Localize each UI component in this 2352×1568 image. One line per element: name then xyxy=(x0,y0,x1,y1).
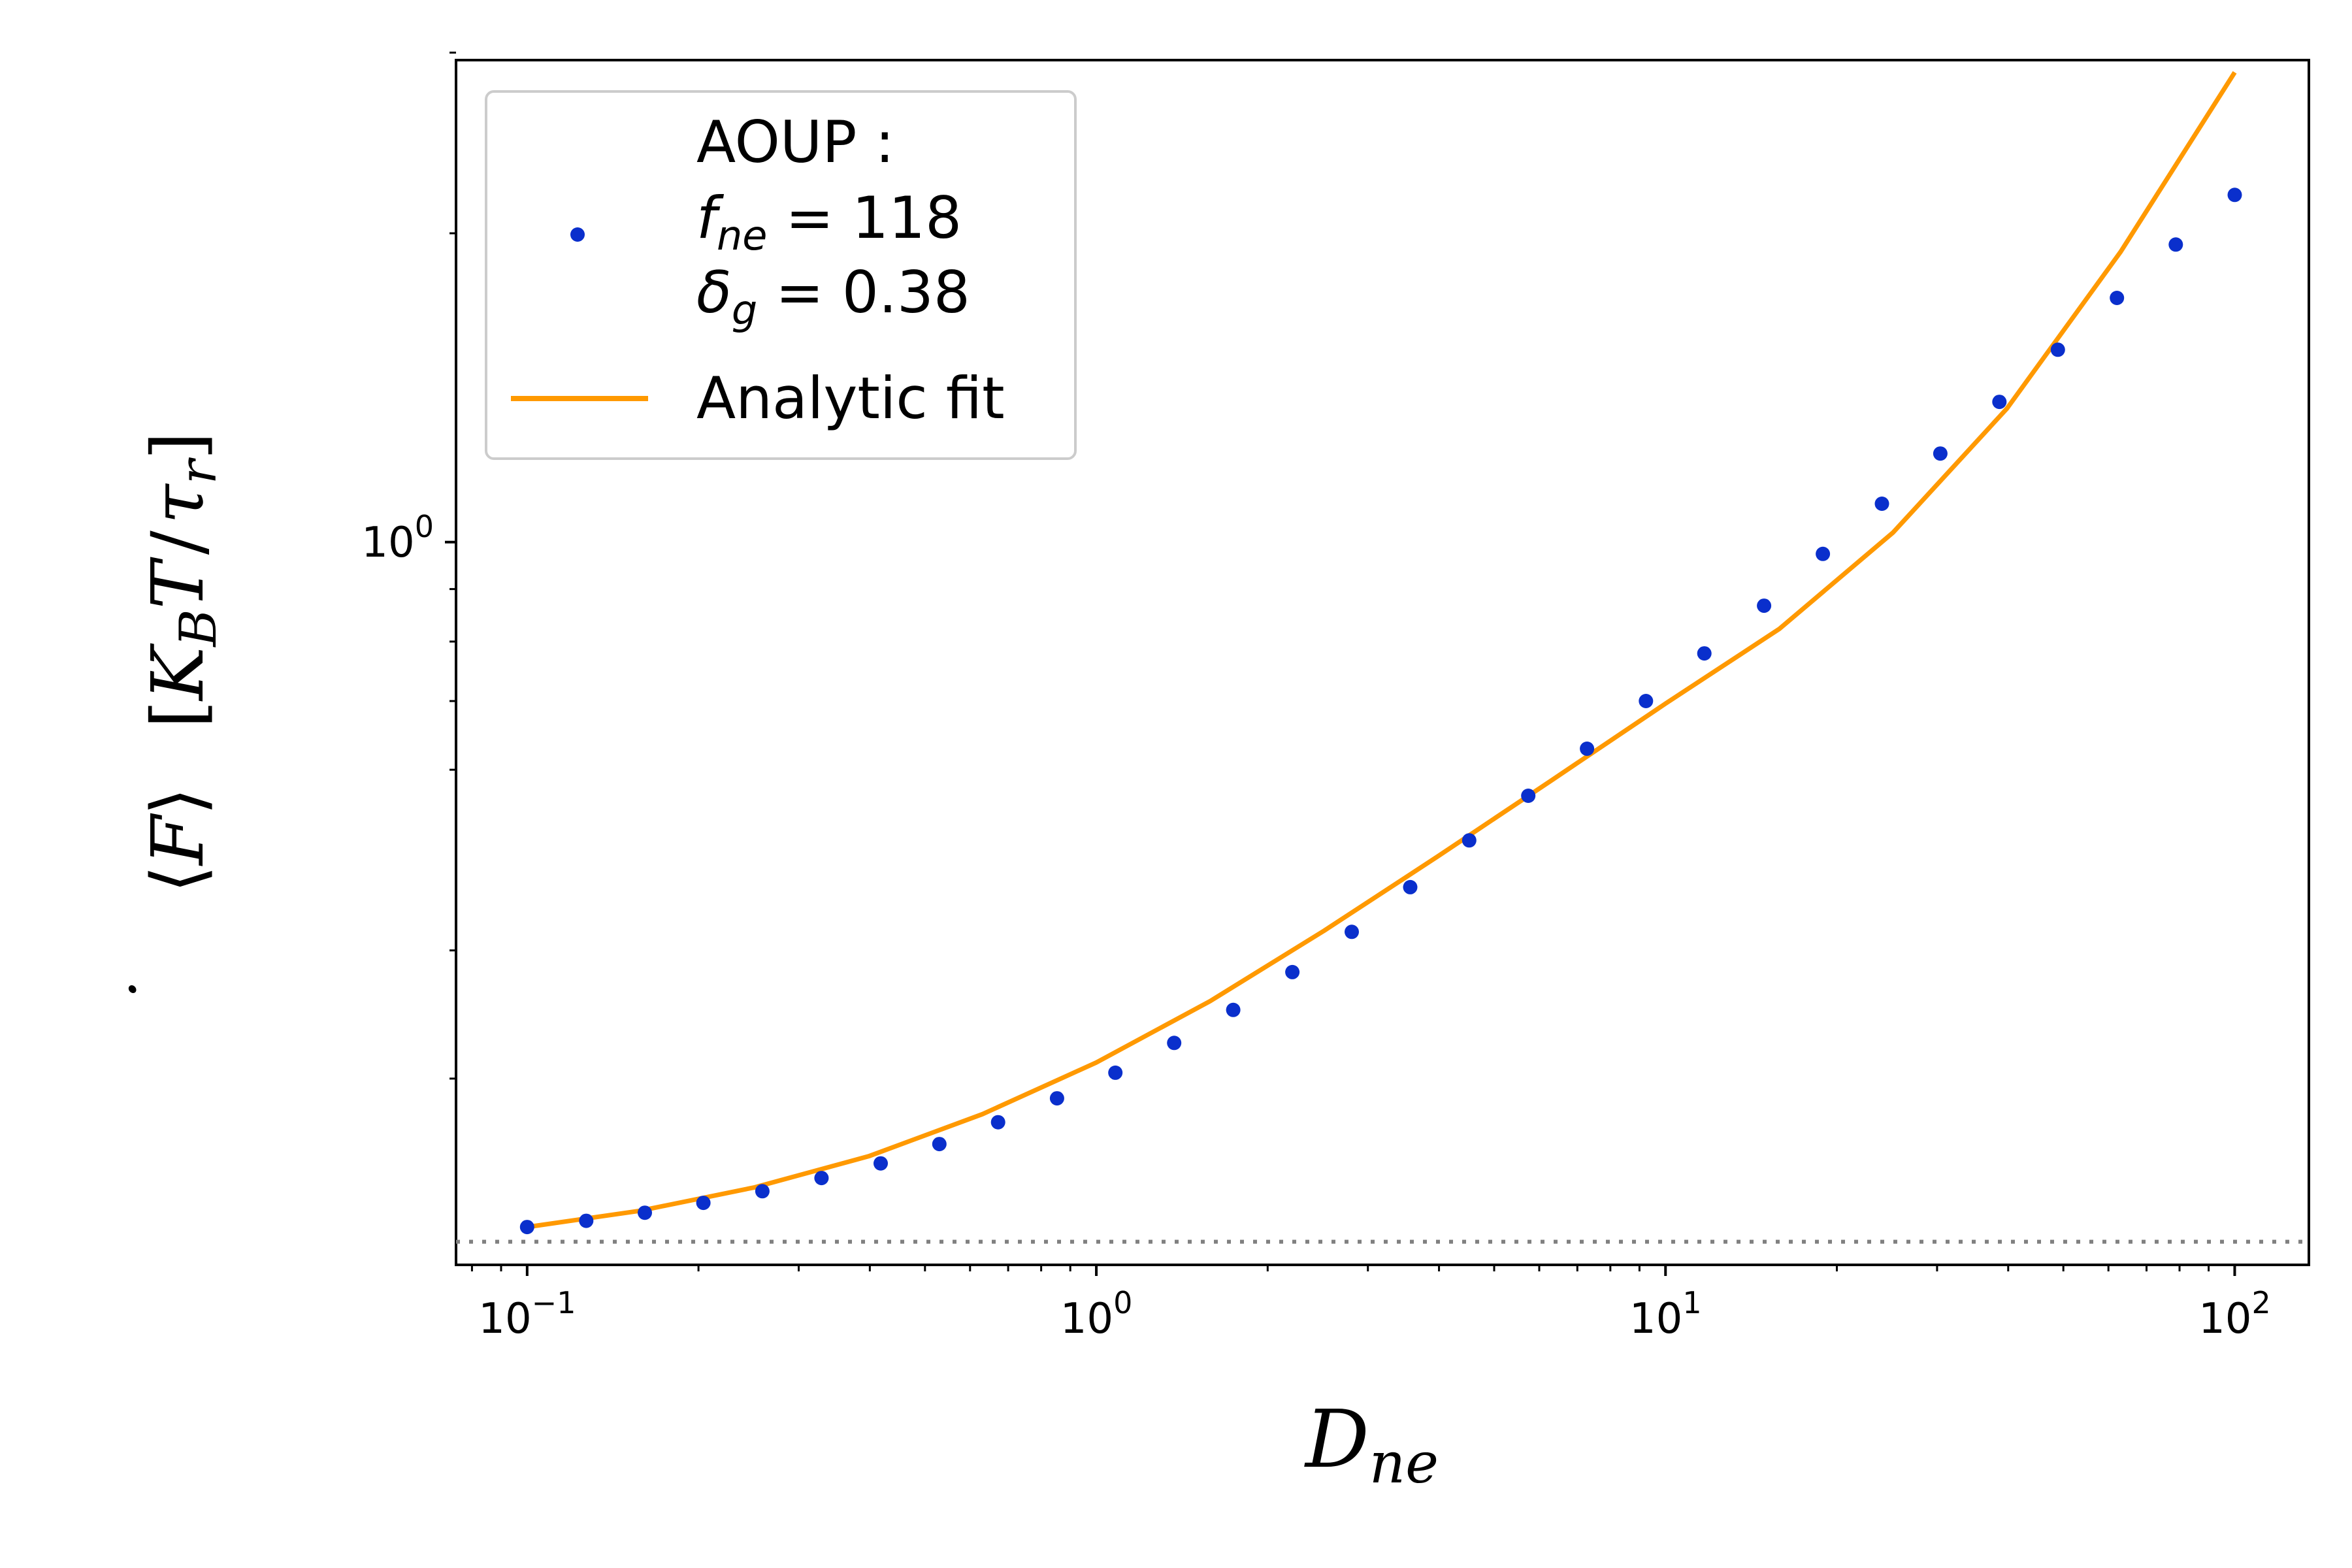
x-tick-label: 100 xyxy=(1060,1285,1133,1343)
data-point xyxy=(2110,291,2125,305)
data-point xyxy=(1226,1002,1241,1017)
data-point xyxy=(932,1137,947,1152)
data-point xyxy=(1108,1065,1123,1080)
data-point xyxy=(2227,188,2242,203)
svg-text:⟨F⟩[KBT/τr]: ⟨F⟩[KBT/τr] xyxy=(136,432,228,893)
data-point xyxy=(755,1184,770,1199)
data-point xyxy=(874,1156,888,1171)
data-point xyxy=(2050,342,2065,357)
legend-marker-aoup xyxy=(570,227,585,242)
data-point xyxy=(638,1205,652,1220)
y-axis-title: ⟨F⟩[KBT/τr] · xyxy=(99,432,228,998)
data-point xyxy=(696,1196,711,1211)
data-point xyxy=(1285,964,1300,979)
data-point xyxy=(1639,694,1654,708)
legend-label-aoup-line3: δg = 0.38 xyxy=(696,259,970,334)
data-point xyxy=(1874,497,1889,511)
data-point xyxy=(1992,395,2007,410)
data-point xyxy=(1049,1091,1064,1106)
analytic-fit-layer xyxy=(527,71,2237,1230)
data-point xyxy=(1757,598,1772,613)
x-tick-label: 101 xyxy=(1629,1285,1702,1343)
analytic-fit-line xyxy=(527,71,2237,1230)
data-points-layer xyxy=(519,188,2242,1235)
y-ticks-layer: 100 xyxy=(361,52,456,1080)
legend-label-aoup-line1: AOUP : xyxy=(696,108,894,176)
data-point xyxy=(1167,1036,1182,1051)
data-point xyxy=(1933,446,1948,461)
x-ticks-layer: 10−1 100 101 102 xyxy=(470,1265,2271,1343)
plot-frame xyxy=(455,59,2310,1266)
x-tick-label: 102 xyxy=(2198,1285,2271,1343)
data-point xyxy=(1816,546,1831,561)
data-point xyxy=(2168,237,2183,252)
data-point xyxy=(1697,646,1712,661)
data-point xyxy=(579,1213,594,1228)
legend-label-fit: Analytic fit xyxy=(696,365,1005,432)
data-point xyxy=(990,1115,1005,1130)
data-point xyxy=(519,1220,534,1235)
data-point xyxy=(1345,924,1359,939)
data-point xyxy=(1403,879,1418,894)
x-axis-title: Dne xyxy=(1304,1393,1439,1496)
y-tick-label: 100 xyxy=(361,509,434,567)
data-point xyxy=(1580,742,1595,756)
legend-label-aoup-line2: fne = 118 xyxy=(696,184,962,259)
legend: AOUP : fne = 118 δg = 0.38 Analytic fit xyxy=(485,90,1077,460)
data-point xyxy=(814,1171,829,1186)
x-tick-label: 10−1 xyxy=(478,1285,576,1343)
data-point xyxy=(1462,833,1477,848)
svg-text:·: · xyxy=(99,980,167,999)
legend-box xyxy=(485,90,1077,460)
data-point xyxy=(1521,789,1536,803)
